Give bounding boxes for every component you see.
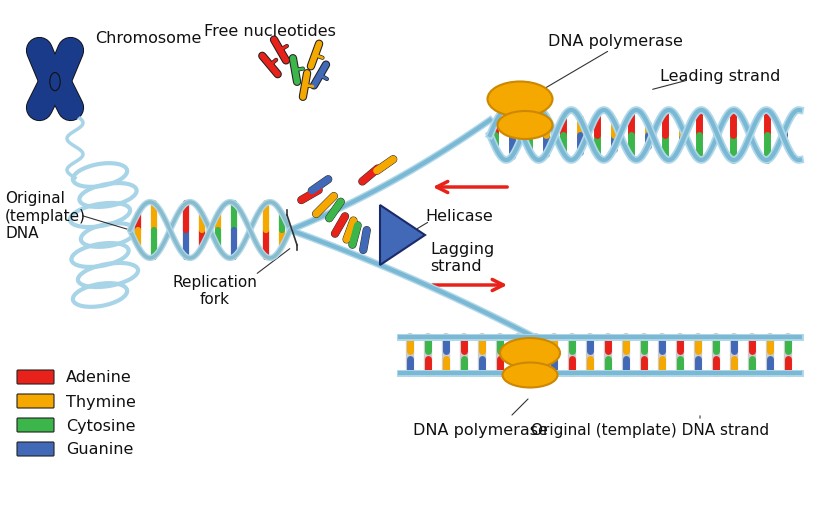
Ellipse shape — [487, 82, 553, 117]
Text: Leading strand: Leading strand — [660, 68, 781, 83]
Text: Free nucleotides: Free nucleotides — [204, 23, 336, 38]
Text: DNA polymerase: DNA polymerase — [413, 423, 547, 438]
FancyBboxPatch shape — [17, 418, 54, 432]
Text: Guanine: Guanine — [66, 442, 133, 457]
Text: Chromosome: Chromosome — [95, 30, 201, 45]
FancyBboxPatch shape — [17, 370, 54, 384]
Text: Original
(template)
DNA: Original (template) DNA — [5, 191, 86, 240]
Text: Replication
fork: Replication fork — [173, 274, 257, 307]
FancyBboxPatch shape — [17, 394, 54, 408]
Text: Helicase: Helicase — [425, 208, 493, 223]
Text: Thymine: Thymine — [66, 394, 136, 409]
Text: Adenine: Adenine — [66, 370, 132, 385]
Ellipse shape — [500, 338, 560, 368]
Polygon shape — [380, 206, 425, 266]
Ellipse shape — [50, 73, 61, 91]
Text: DNA polymerase: DNA polymerase — [548, 33, 682, 48]
Text: Original (template) DNA strand: Original (template) DNA strand — [531, 423, 769, 438]
Ellipse shape — [497, 112, 553, 140]
Text: Lagging
strand: Lagging strand — [430, 241, 494, 274]
Text: Cytosine: Cytosine — [66, 418, 135, 433]
FancyBboxPatch shape — [17, 442, 54, 456]
Ellipse shape — [503, 363, 558, 388]
